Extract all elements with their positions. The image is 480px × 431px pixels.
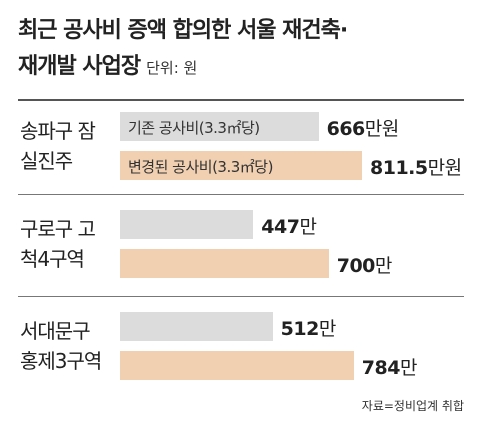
value-label: 512만 xyxy=(280,318,337,340)
value-label: 447만 xyxy=(261,216,317,238)
legend-label: 변경된 공사비(3.3㎡당) xyxy=(128,158,273,176)
subtitle: 단위: 원 xyxy=(146,59,198,77)
bar xyxy=(120,151,362,180)
value-label: 700만 xyxy=(336,255,393,277)
value-label: 811.5만원 xyxy=(370,157,462,179)
divider xyxy=(18,99,464,101)
bar xyxy=(120,210,254,239)
value-label: 666만원 xyxy=(326,118,400,140)
category-label: 구로구 고척4구역 xyxy=(20,217,96,271)
value-label: 784만 xyxy=(361,357,418,379)
bar xyxy=(120,112,319,141)
chart-title-line: 재개발 사업장 단위: 원 xyxy=(18,48,197,80)
bar xyxy=(120,351,354,380)
category-label: 송파구 잠실진주 xyxy=(20,119,96,173)
category-label: 서대문구 홍제3구역 xyxy=(20,319,102,373)
bar xyxy=(120,312,273,341)
source: 자료=정비업계 취합 xyxy=(361,399,464,413)
bar xyxy=(120,249,329,278)
chart-title: 재개발 사업장 xyxy=(18,54,141,79)
divider xyxy=(18,194,464,195)
divider xyxy=(18,296,464,297)
chart-title: 최근 공사비 증액 합의한 서울 재건축· xyxy=(18,18,348,43)
legend-label: 기존 공사비(3.3㎡당) xyxy=(128,119,260,137)
